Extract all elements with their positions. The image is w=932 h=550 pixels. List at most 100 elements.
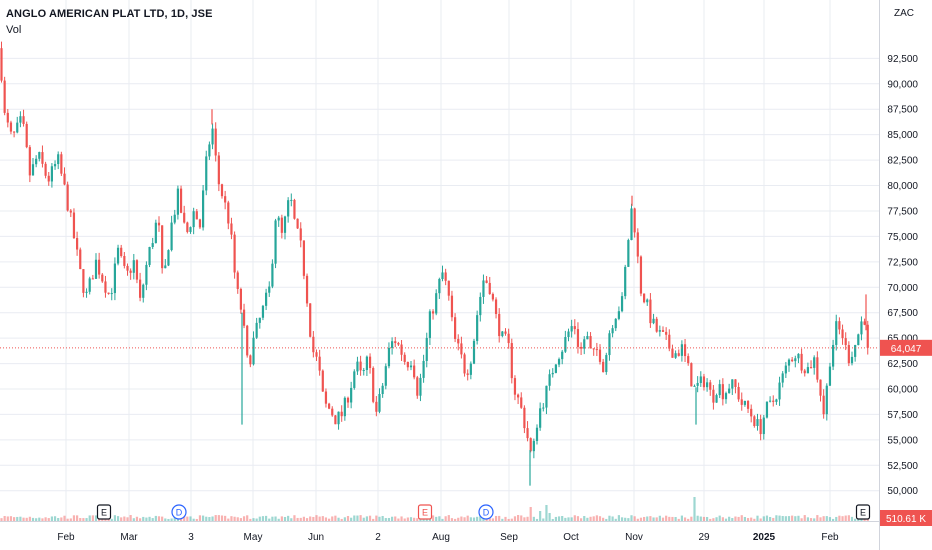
volume-bar: [246, 515, 249, 521]
volume-bar: [809, 518, 813, 521]
volume-bar: [715, 517, 718, 521]
candle-body: [800, 353, 803, 371]
candle-body: [217, 155, 220, 185]
candle-body: [658, 330, 661, 332]
volume-bar: [368, 515, 372, 521]
volume-bar: [57, 517, 60, 521]
volume-bar: [129, 515, 132, 521]
volume-bar: [296, 517, 299, 521]
candle-body: [331, 408, 334, 416]
candle-body: [835, 321, 838, 345]
candle-body: [756, 419, 759, 427]
time-tick-label: 3: [188, 532, 194, 543]
candle-body: [570, 326, 573, 332]
volume-bar: [737, 516, 740, 521]
volume-bar: [561, 515, 564, 521]
candle-body: [394, 341, 397, 344]
candle-body: [400, 344, 403, 355]
candle-body: [561, 351, 564, 360]
candle-body: [809, 367, 813, 369]
volume-bar: [79, 518, 82, 521]
volume-bar: [756, 515, 759, 521]
volume-bar: [428, 518, 431, 521]
volume-bar: [239, 518, 242, 521]
candle-body: [416, 377, 419, 396]
volume-bar: [605, 518, 608, 521]
volume-bar: [359, 515, 362, 521]
candle-body: [261, 305, 265, 318]
volume-bar: [513, 516, 517, 521]
volume-bar: [746, 518, 750, 521]
volume-bar: [510, 518, 513, 521]
price-tick-label: 62,500: [887, 359, 918, 370]
candle-body: [271, 263, 274, 287]
candle-body: [472, 340, 476, 364]
candle-body: [129, 270, 132, 273]
candle-body: [378, 394, 381, 412]
candle-body: [299, 228, 302, 241]
candle-body: [98, 259, 101, 275]
earnings-marker-label: E: [422, 508, 428, 518]
earnings-marker[interactable]: E: [855, 504, 871, 520]
volume-bar: [280, 516, 283, 521]
dividend-marker[interactable]: D: [171, 504, 187, 520]
volume-bar: [539, 511, 542, 521]
candle-body: [290, 199, 293, 201]
volume-bar: [16, 516, 19, 521]
candle-body: [25, 123, 28, 148]
candle-body: [633, 208, 636, 233]
volume-bar: [668, 516, 671, 521]
price-tick-label: 90,000: [887, 79, 918, 90]
volume-bar: [535, 518, 539, 521]
candle-body: [69, 210, 72, 213]
volume-bar: [718, 515, 721, 521]
volume-bar: [25, 517, 28, 521]
candle-body: [403, 354, 406, 362]
price-tick-label: 85,000: [887, 130, 918, 141]
candle-body: [19, 116, 22, 123]
candle-body: [186, 222, 189, 232]
volume-bar: [844, 515, 847, 521]
candle-body: [488, 282, 491, 295]
price-tick-label: 75,000: [887, 232, 918, 243]
volume-bar: [592, 516, 595, 521]
candle-body: [94, 259, 98, 279]
candle-body: [466, 373, 469, 375]
candle-body: [721, 384, 724, 400]
candle-body: [737, 386, 740, 400]
candle-body: [627, 240, 630, 267]
volume-bar: [712, 518, 715, 521]
volume-bar: [38, 517, 41, 521]
earnings-marker-label: E: [860, 508, 866, 518]
candle-body: [356, 361, 359, 372]
candle-body: [230, 223, 233, 235]
volume-bar: [447, 515, 450, 521]
candle-body: [120, 247, 123, 256]
candle-body: [639, 256, 643, 294]
volume-bar: [850, 516, 854, 521]
candle-body: [529, 438, 532, 452]
candle-body: [31, 164, 35, 176]
candle-body: [580, 346, 583, 349]
candle-body: [501, 331, 504, 337]
volume-bar: [312, 516, 315, 521]
volume-bar: [643, 516, 646, 521]
volume-bar: [463, 517, 466, 521]
volume-bar: [476, 516, 479, 521]
candle-body: [334, 415, 337, 425]
candle-body: [822, 395, 825, 415]
candle-body: [22, 116, 25, 124]
candle-body: [504, 331, 507, 334]
earnings-marker[interactable]: E: [417, 504, 433, 520]
volume-bar: [227, 518, 230, 521]
dividend-marker[interactable]: D: [478, 504, 494, 520]
volume-bar: [791, 515, 794, 521]
candle-body: [195, 211, 198, 220]
candle-body: [161, 225, 164, 269]
candle-body: [318, 356, 321, 371]
volume-bar: [772, 517, 775, 521]
earnings-marker[interactable]: E: [96, 504, 112, 520]
volume-bar: [88, 515, 91, 521]
candle-body: [321, 370, 324, 392]
